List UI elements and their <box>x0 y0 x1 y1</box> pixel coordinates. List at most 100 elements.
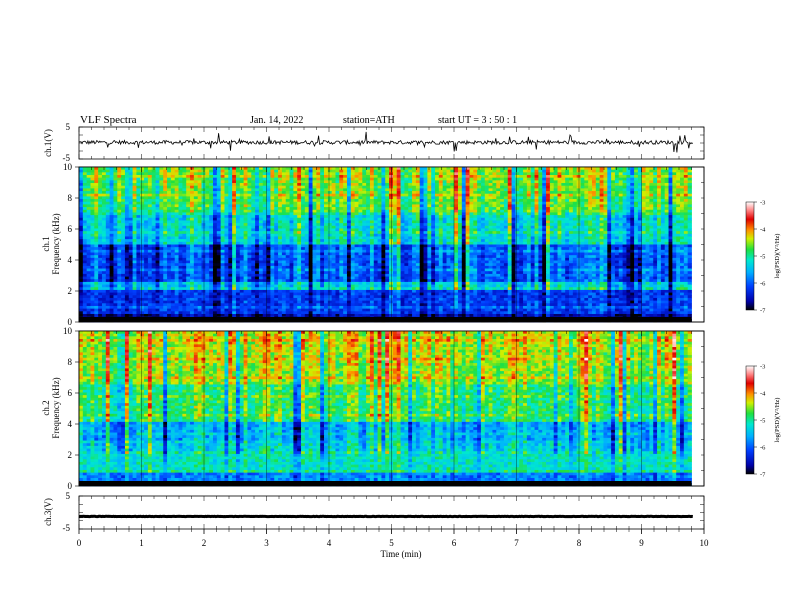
spectrogram-cell <box>614 172 620 176</box>
spectrogram-cell <box>151 223 156 227</box>
spectrogram-cell <box>641 201 646 205</box>
spectrogram-cell <box>591 247 597 251</box>
spectrogram-cell <box>668 217 673 221</box>
spectrogram-cell <box>591 172 597 176</box>
spectrogram-cell <box>465 199 470 203</box>
spectrogram-cell <box>117 177 122 181</box>
spectrogram-cell <box>580 209 585 213</box>
spectrogram-cell <box>167 201 172 205</box>
spectrogram-cell <box>140 207 145 211</box>
spectrogram-cell <box>595 228 601 232</box>
spectrogram-cell <box>86 204 91 208</box>
spectrogram-cell <box>178 225 183 229</box>
spectrogram-cell <box>285 207 290 211</box>
spectrogram-cell <box>599 244 604 248</box>
spectrogram-cell <box>354 175 359 179</box>
spectrogram-cell <box>151 231 156 235</box>
spectrogram-cell <box>672 209 677 213</box>
spectrogram-cell <box>243 225 248 229</box>
spectrogram-cell <box>343 185 348 189</box>
spectrogram-cell <box>270 239 275 243</box>
spectrogram-cell <box>526 169 532 173</box>
spectrogram-cell <box>530 177 535 181</box>
spectrogram-cell <box>419 188 424 192</box>
spectrogram-cell <box>350 241 356 245</box>
spectrogram-cell <box>174 215 179 219</box>
spectrogram-cell <box>377 177 382 181</box>
spectrogram-cell <box>446 223 451 227</box>
spectrogram-cell <box>354 199 359 203</box>
spectrogram-cell <box>212 185 218 189</box>
spectrogram-cell <box>98 183 103 187</box>
spectrogram-cell <box>469 177 474 181</box>
spectrogram-cell <box>113 215 118 219</box>
spectrogram-cell <box>324 239 329 243</box>
spectrogram-cell <box>301 209 306 213</box>
spectrogram-cell <box>415 209 421 213</box>
spectrogram-cell <box>538 223 543 227</box>
spectrogram-cell <box>664 223 669 227</box>
spectrogram-cell <box>614 231 620 235</box>
spectrogram-cell <box>373 201 378 205</box>
spectrogram-cell <box>465 212 470 216</box>
spectrogram-cell <box>630 199 635 203</box>
spectrogram-cell <box>285 220 290 224</box>
spectrogram-cell <box>454 180 459 184</box>
spectrogram-cell <box>350 177 356 181</box>
spectrogram-cell <box>549 215 555 219</box>
spectrogram-cell <box>672 175 677 179</box>
spectrogram-cell <box>193 231 199 235</box>
spectrogram-cell <box>224 215 229 219</box>
spectrogram-cell <box>534 247 539 251</box>
spectrogram-cell <box>113 220 118 224</box>
spectrogram-cell <box>542 228 547 232</box>
spectrogram-cell <box>362 196 367 200</box>
spectrogram-cell <box>503 215 509 219</box>
spectrogram-cell <box>591 167 597 171</box>
spectrogram-cell <box>377 169 382 173</box>
spectrogram-cell <box>515 223 520 227</box>
spectrogram-cell <box>151 185 156 189</box>
spectrogram-cell <box>163 233 168 237</box>
spectrogram-cell <box>603 215 608 219</box>
spectrogram-cell <box>534 223 539 227</box>
spectrogram-cell <box>274 193 279 197</box>
spectrogram-cell <box>591 217 597 221</box>
spectrogram-cell <box>408 207 413 211</box>
spectrogram-cell <box>274 212 279 216</box>
spectrogram-cell <box>664 167 669 171</box>
spectrogram-cell <box>362 167 367 171</box>
spectrogram-cell <box>446 231 451 235</box>
spectrogram-cell <box>469 233 474 237</box>
spectrogram-cell <box>427 193 432 197</box>
spectrogram-cell <box>182 239 187 243</box>
spectrogram-cell <box>190 217 195 221</box>
spectrogram-cell <box>469 185 474 189</box>
spectrogram-cell <box>580 247 585 251</box>
spectrogram-cell <box>626 180 631 184</box>
spectrogram-cell <box>197 239 202 243</box>
spectrogram-cell <box>316 247 321 251</box>
spectrogram-cell <box>155 220 160 224</box>
spectrogram-cell <box>197 199 202 203</box>
spectrogram-cell <box>584 177 589 181</box>
spectrogram-cell <box>672 167 677 171</box>
spectrogram-cell <box>212 175 218 179</box>
spectrogram-cell <box>255 172 260 176</box>
spectrogram-cell <box>427 207 432 211</box>
spectrogram-cell <box>247 177 252 181</box>
spectrogram-cell <box>503 228 509 232</box>
spectrogram-cell <box>212 169 218 173</box>
spectrogram-cell <box>534 233 539 237</box>
spectrogram-cell <box>209 209 214 213</box>
spectrogram-cell <box>599 180 604 184</box>
spectrogram-cell <box>362 215 367 219</box>
spectrogram-cell <box>366 188 371 192</box>
spectrogram-cell <box>297 204 302 208</box>
spectrogram-cell <box>412 236 417 240</box>
spectrogram-cell <box>507 191 512 195</box>
spectrogram-cell <box>258 180 264 184</box>
spectrogram-cell <box>182 196 187 200</box>
spectrogram-cell <box>205 209 210 213</box>
spectrogram-cell <box>607 196 612 200</box>
